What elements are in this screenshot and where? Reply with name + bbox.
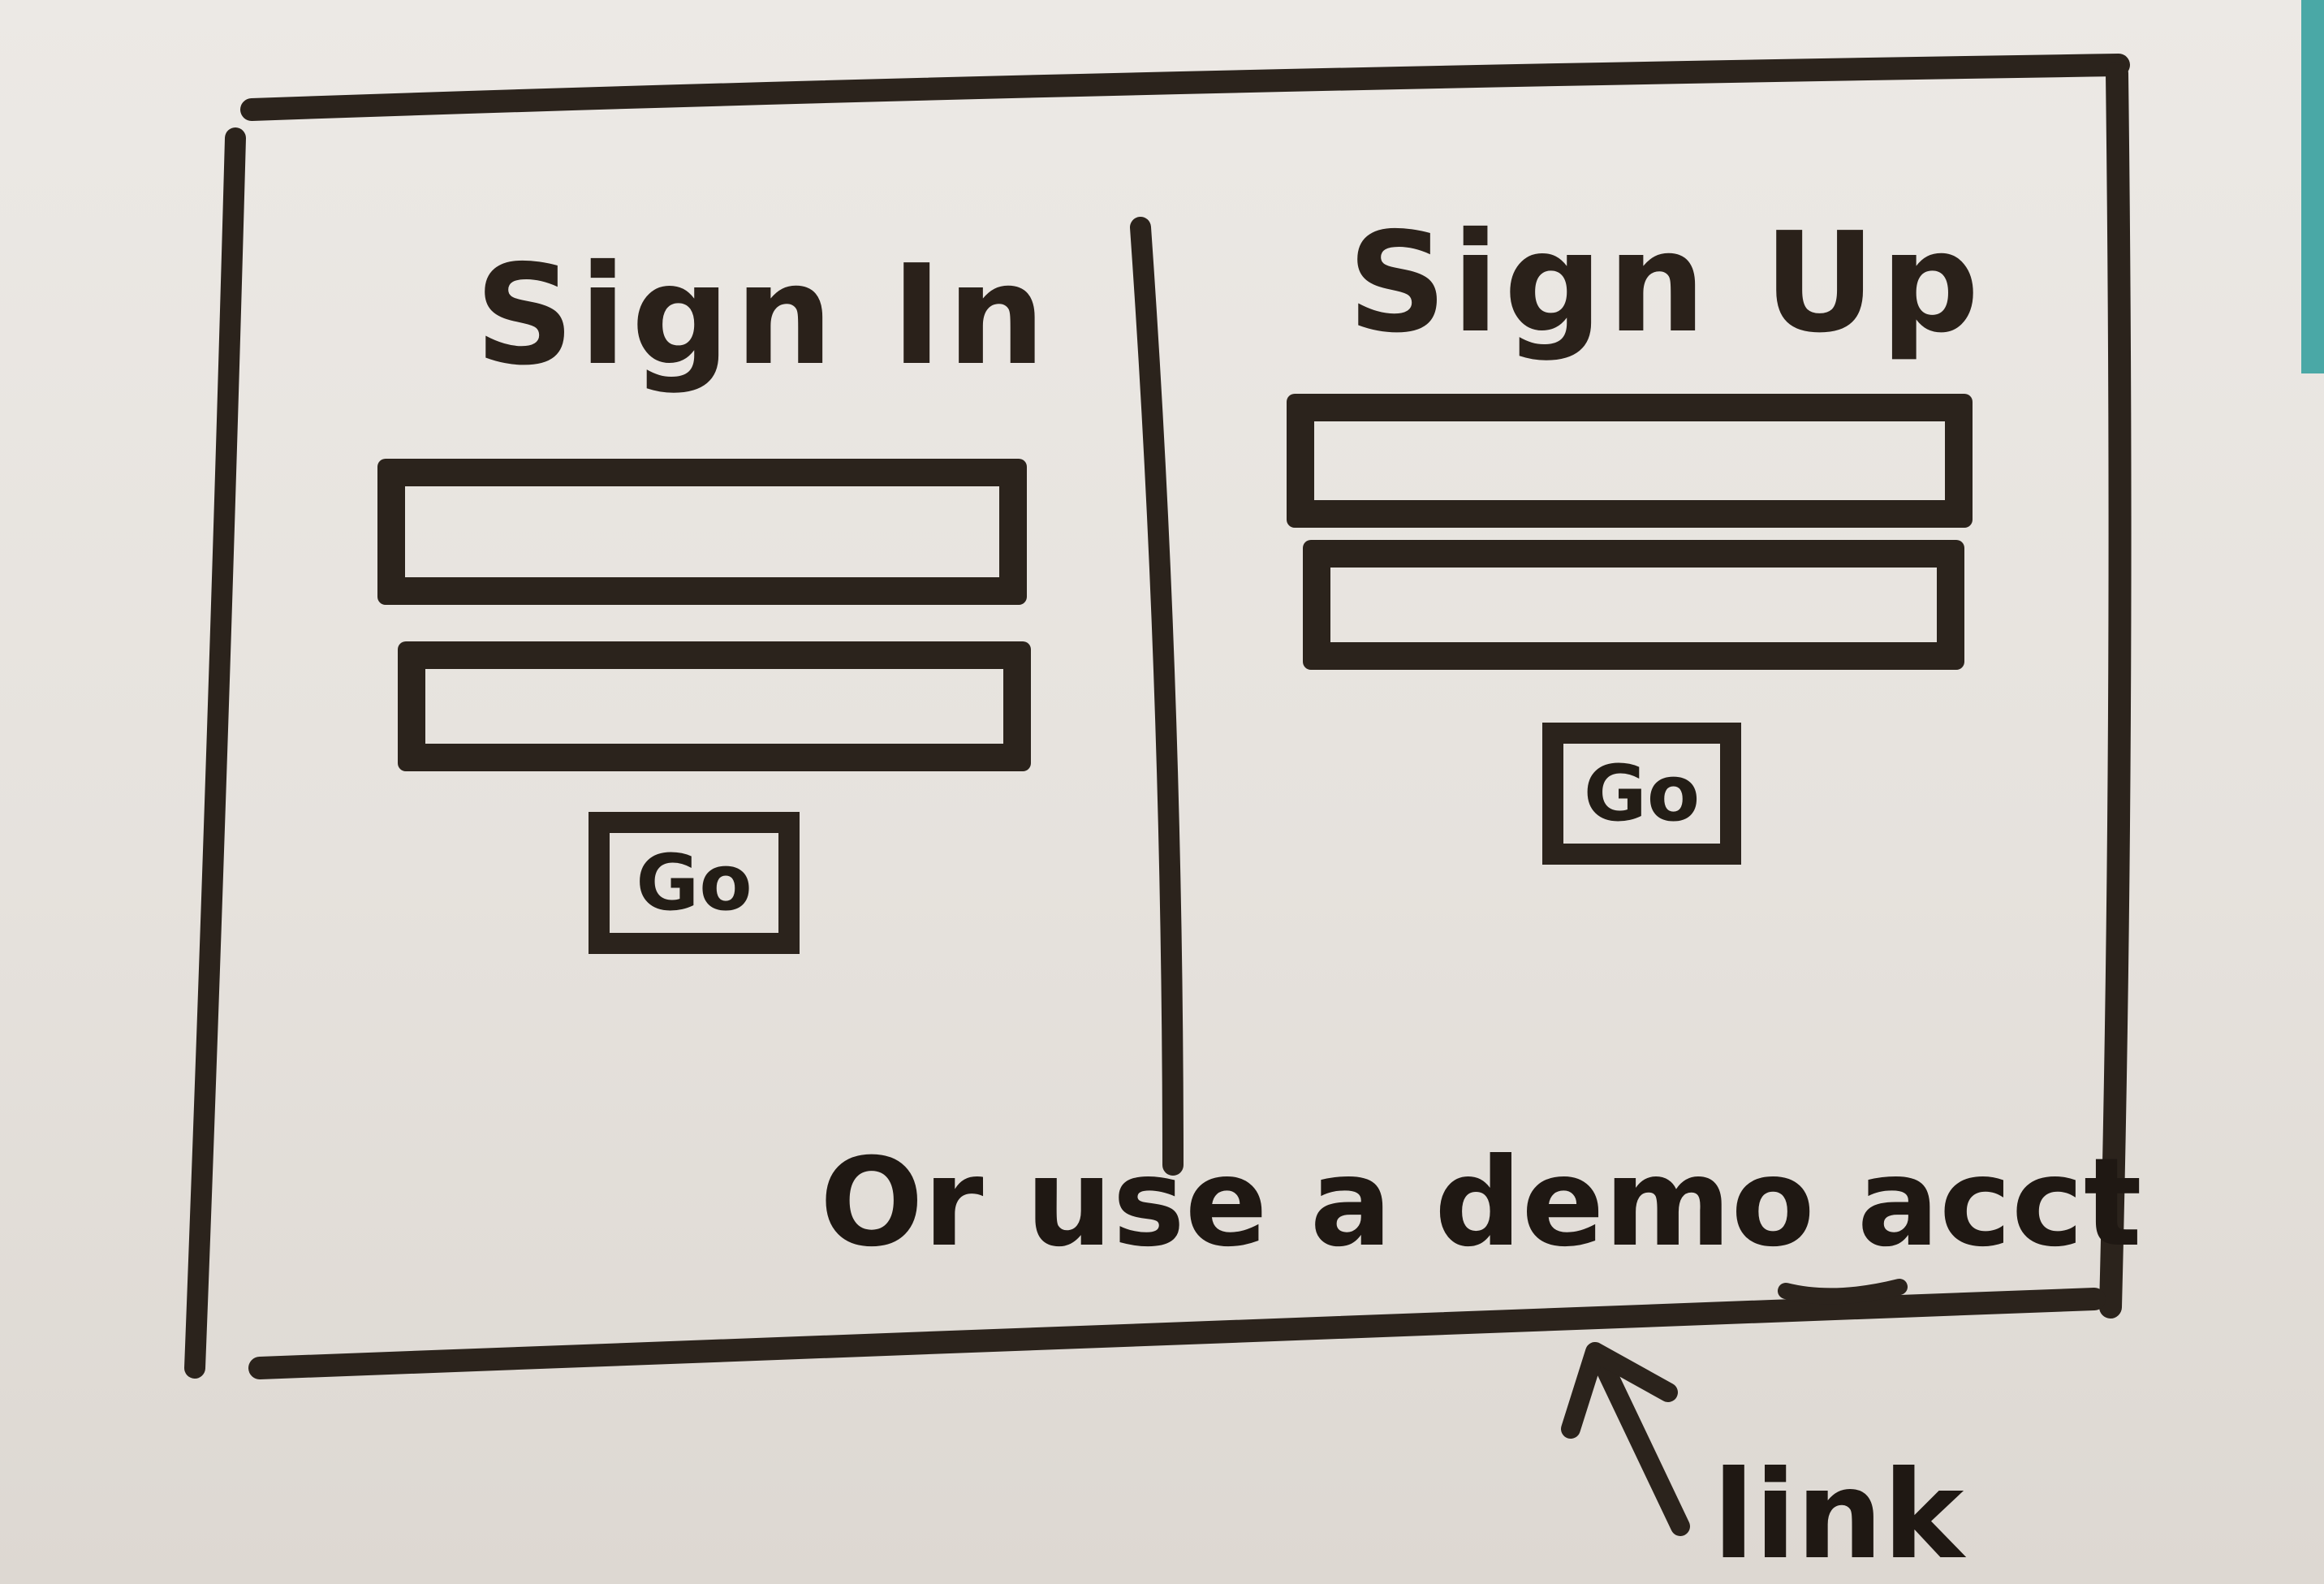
sign-in-username-field[interactable] bbox=[377, 459, 1027, 605]
background-edge bbox=[2301, 0, 2324, 373]
sign-up-heading: Sign Up bbox=[1347, 203, 1985, 364]
demo-account-link[interactable]: demo acct bbox=[1434, 1133, 2142, 1274]
sign-up-go-button[interactable]: Go bbox=[1542, 723, 1741, 865]
annotation-arrow-shaft bbox=[1589, 1346, 1690, 1536]
frame-left-edge bbox=[184, 127, 246, 1379]
annotation-label: link bbox=[1713, 1445, 1964, 1584]
frame-right-edge bbox=[2099, 62, 2132, 1319]
frame-top-edge bbox=[240, 54, 2130, 121]
sign-in-go-button[interactable]: Go bbox=[589, 812, 800, 954]
sign-in-password-field[interactable] bbox=[398, 641, 1031, 771]
annotation-arrow-head bbox=[1561, 1342, 1678, 1439]
demo-account-prefix: Or use a bbox=[820, 1133, 1435, 1274]
frame-bottom-edge bbox=[248, 1288, 2106, 1379]
link-underline bbox=[1778, 1279, 1908, 1305]
sign-in-heading: Sign In bbox=[475, 235, 1050, 396]
sign-up-password-field[interactable] bbox=[1303, 540, 1964, 670]
sign-up-username-field[interactable] bbox=[1287, 394, 1973, 528]
column-divider bbox=[1130, 217, 1184, 1176]
demo-account-line: Or use a demo acct bbox=[820, 1133, 2142, 1274]
